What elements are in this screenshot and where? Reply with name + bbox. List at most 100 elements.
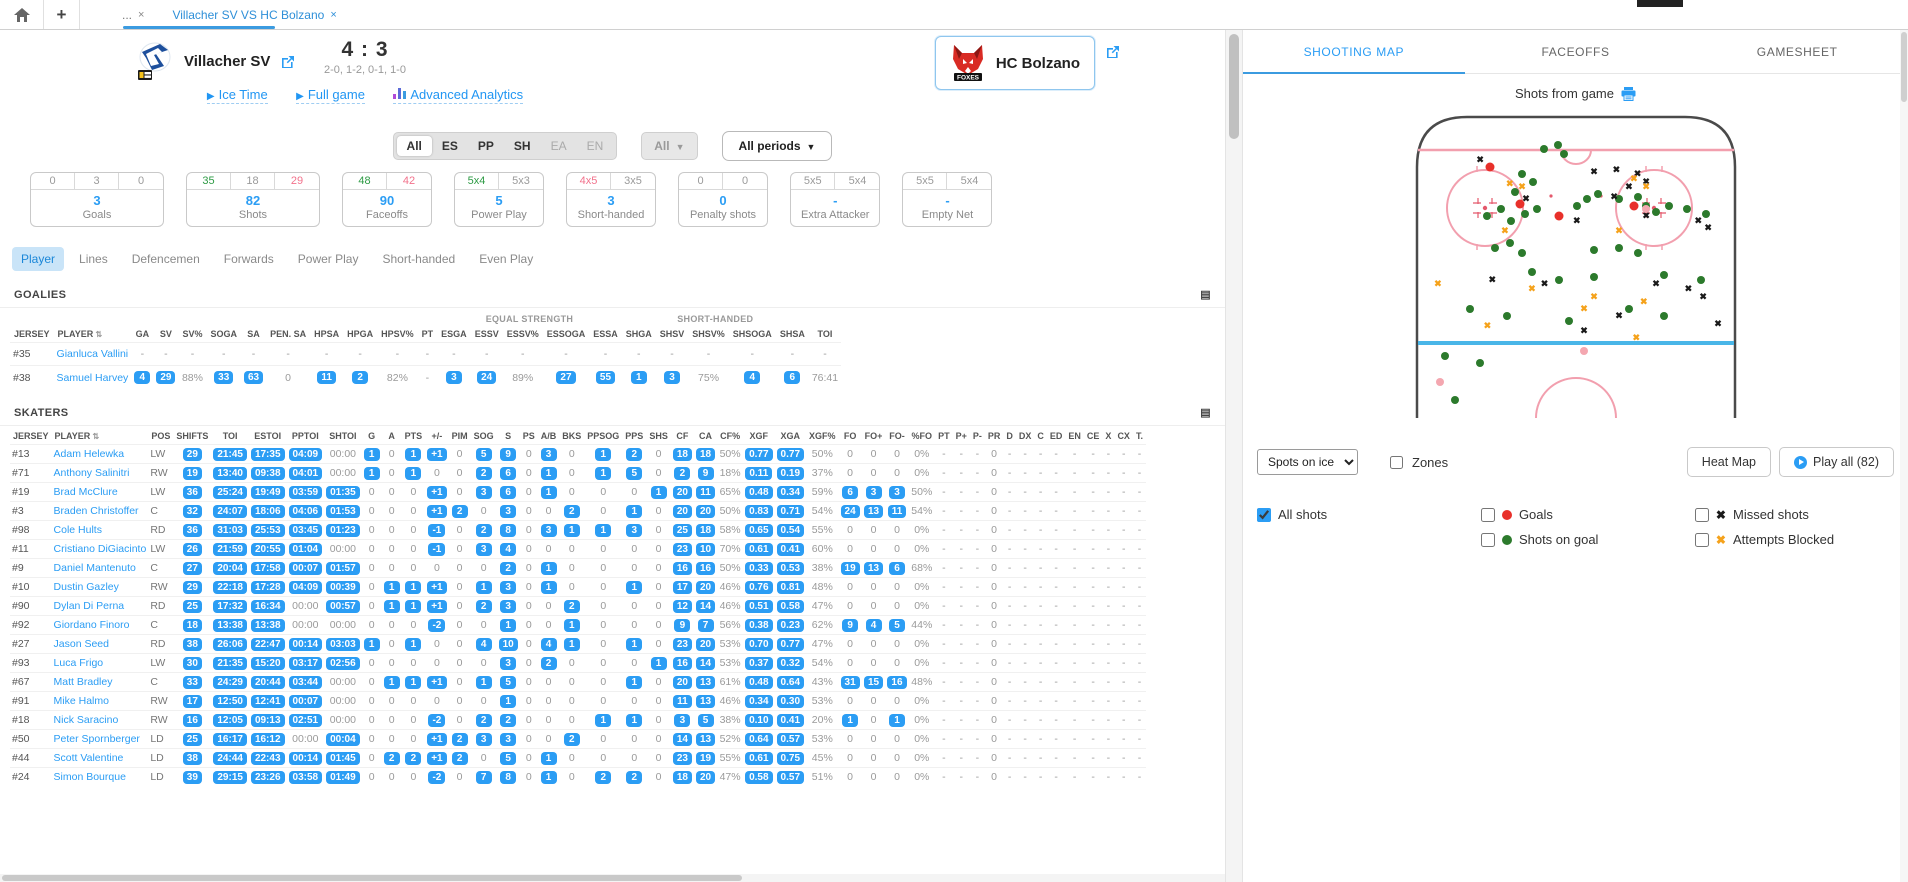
missed-shot-marker[interactable]: ✖ [1684,283,1693,294]
zones-checkbox[interactable] [1390,455,1403,469]
sog-marker[interactable] [1659,312,1668,321]
strength-filter-sh[interactable]: SH [513,139,531,153]
panel-tab-gamesheet[interactable]: GAMESHEET [1756,44,1838,59]
column-header-shsa[interactable]: SHSA [779,329,805,339]
column-header-fo[interactable]: FO [843,431,857,441]
missed-shot-marker[interactable]: ✖ [1704,222,1712,233]
column-header-pts[interactable]: PTS [404,431,423,441]
sog-marker[interactable] [1659,270,1668,279]
column-header-pt[interactable]: PT [938,431,950,441]
missed-shot-marker[interactable]: ✖ [1642,210,1650,221]
blocked-shot-marker[interactable]: ✖ [1580,303,1588,314]
column-header-+/-[interactable]: +/- [431,431,443,441]
cards-view-icon[interactable]: ▤ [1200,288,1211,301]
blocked-shot-marker[interactable]: ✖ [1483,320,1492,331]
blocked-shot-marker[interactable]: ✖ [1506,178,1514,189]
column-header-s[interactable]: S [505,431,512,441]
missed-shots-checkbox[interactable] [1694,507,1709,522]
blocked-shot-marker[interactable]: ✖ [1642,181,1650,192]
missed-shot-marker[interactable]: ✖ [1573,215,1581,226]
sog-marker[interactable] [1560,149,1569,158]
goals-checkbox[interactable] [1480,507,1495,522]
sog-marker[interactable] [1615,195,1624,204]
missed-shot-marker[interactable]: ✖ [1610,191,1618,202]
period-filter-dropdown[interactable]: All periods ▼ [721,131,833,161]
column-header-pt[interactable]: PT [421,329,434,339]
sog-marker[interactable] [1565,317,1574,326]
column-header-p-[interactable]: P- [972,431,982,441]
sog-marker[interactable] [1505,239,1514,248]
column-header-pim[interactable]: PIM [451,431,468,441]
blocked-shot-marker[interactable]: ✖ [1528,283,1536,294]
home-button[interactable] [0,0,44,29]
column-header-d[interactable]: D [1006,431,1013,441]
column-header-fo-[interactable]: FO- [889,431,905,441]
column-header-shsv[interactable]: SHSV [659,329,685,339]
column-header-ce[interactable]: CE [1086,431,1100,441]
tab-overflow[interactable]: ... × [108,0,158,29]
missed-shot-marker[interactable]: ✖ [1488,274,1497,285]
strength-filter-all[interactable]: All [396,136,432,156]
column-header-pos[interactable]: POS [151,431,171,441]
away-team-external-link-icon[interactable] [1105,44,1120,59]
column-header-toi[interactable]: TOI [817,329,833,339]
column-header-pps[interactable]: PPS [625,431,644,441]
sog-marker[interactable] [1701,209,1710,218]
blocked-shot-marker[interactable]: ✖ [1518,181,1526,192]
blocked-shot-marker[interactable]: ✖ [1640,296,1648,307]
legend-attempts-blocked[interactable]: ✖ Attempts Blocked [1694,532,1894,547]
display-mode-select[interactable]: Spots on ice [1257,449,1358,475]
column-header-c[interactable]: C [1037,431,1044,441]
player-link[interactable]: Mike Halmo [51,691,149,711]
player-link[interactable]: Gianluca Vallini [53,342,132,366]
full-game-link[interactable]: ▶ Full game [296,87,365,104]
goal-marker[interactable] [1554,211,1564,221]
sog-marker[interactable] [1683,204,1692,213]
column-header-shsoga[interactable]: SHSOGA [732,329,772,339]
sog-marker[interactable] [1582,195,1591,204]
column-header-jersey[interactable]: JERSEY [13,431,49,441]
player-link[interactable]: Adam Helewka [51,444,149,464]
column-header-player[interactable]: PLAYER ⇅ [57,329,103,339]
column-header-jersey[interactable]: JERSEY [14,329,50,339]
sog-marker[interactable] [1633,248,1642,257]
player-link[interactable]: Scott Valentine [51,748,149,768]
sog-marker[interactable] [1507,216,1516,225]
missed-shot-marker[interactable]: ✖ [1652,278,1660,289]
column-header-hpsv%[interactable]: HPSV% [381,329,414,339]
right-panel-scrollbar[interactable] [1900,30,1908,882]
shots-on-goal-checkbox[interactable] [1480,532,1495,547]
missed-shot-marker[interactable]: ✖ [1699,291,1707,302]
column-header-xgf[interactable]: XGF [749,431,769,441]
sog-marker[interactable] [1593,190,1602,199]
view-tab-defencemen[interactable]: Defencemen [131,252,200,266]
sog-marker[interactable] [1572,202,1581,211]
player-link[interactable]: Braden Christoffer [51,501,149,521]
column-header-essoga[interactable]: ESSOGA [546,329,586,339]
player-link[interactable]: Brad McClure [51,482,149,502]
missed-shot-marker[interactable]: ✖ [1522,193,1530,204]
column-header-sog[interactable]: SOG [473,431,494,441]
column-header-soga[interactable]: SOGA [210,329,237,339]
column-header-dx[interactable]: DX [1018,431,1032,441]
away-team-name[interactable]: HC Bolzano [995,54,1080,72]
goal-marker[interactable] [1485,162,1495,172]
column-header-toi[interactable]: TOI [222,431,238,441]
sog-marker[interactable] [1532,204,1541,213]
column-header-xgf%[interactable]: XGF% [809,431,836,441]
missed-shot-marker[interactable]: ✖ [1615,310,1623,321]
advanced-analytics-link[interactable]: Advanced Analytics [393,87,524,104]
blocked-shot-marker[interactable]: ✖ [1615,225,1623,236]
column-header-estoi[interactable]: ESTOI [254,431,282,441]
player-link[interactable]: Samuel Harvey [53,365,132,389]
column-header-shs[interactable]: SHS [649,431,668,441]
blocked-shot-marker[interactable]: ✖ [1434,278,1442,289]
sog-marker[interactable] [1589,246,1598,255]
column-header-shsv%[interactable]: SHSV% [692,329,725,339]
missed-shot-marker[interactable]: ✖ [1714,318,1722,329]
strength-filter-es[interactable]: ES [441,139,458,153]
column-header-ca[interactable]: CA [699,431,713,441]
view-tab-power-play[interactable]: Power Play [297,252,359,266]
column-header-shga[interactable]: SHGA [625,329,652,339]
sog-marker[interactable] [1465,305,1474,314]
